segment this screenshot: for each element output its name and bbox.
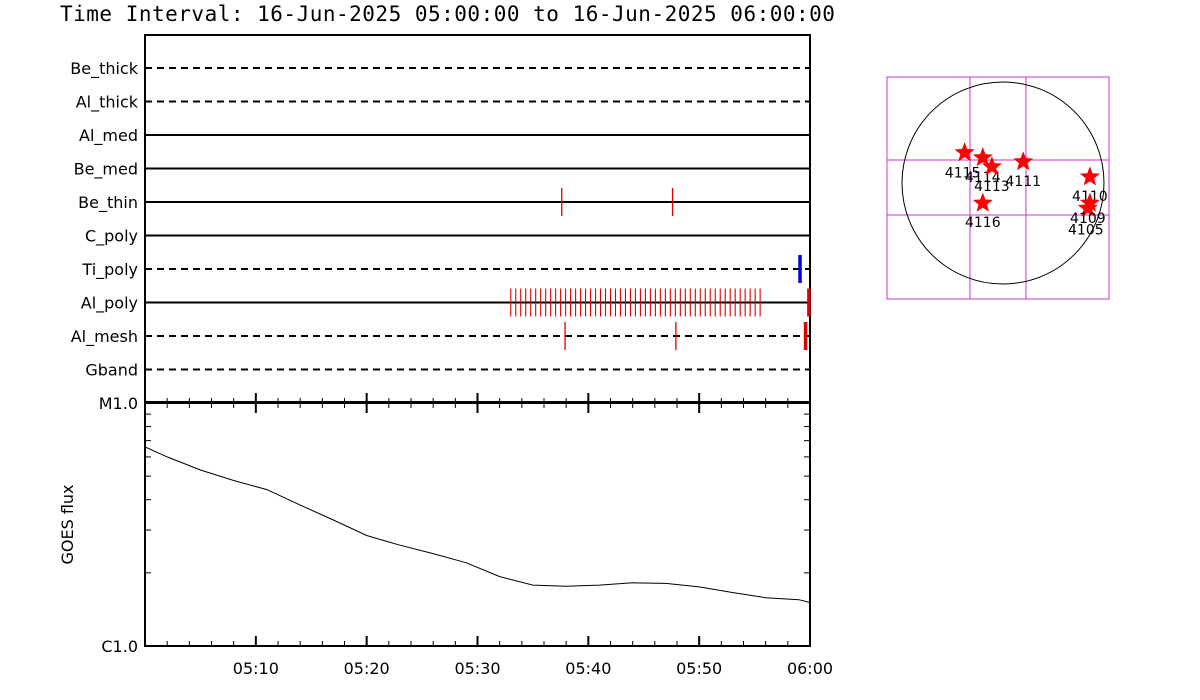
page-title: Time Interval: 16-Jun-2025 05:00:00 to 1…	[60, 2, 836, 26]
y-axis-title: GOES flux	[58, 484, 77, 564]
row-label-gband: Gband	[85, 361, 138, 380]
active-region-label: 4115	[945, 166, 981, 182]
goes-frame	[144, 402, 811, 647]
active-region-label: 4116	[965, 215, 1001, 231]
active-region-star	[1013, 151, 1034, 171]
row-label-al_mesh: Al_mesh	[71, 327, 138, 347]
row-label-be_thick: Be_thick	[70, 59, 138, 79]
active-region-label: 4113	[974, 179, 1010, 195]
active-region-star	[981, 156, 1003, 176]
goes-flux-panel: M1.0 C1.0 GOES flux 05:10 05:20 05:30 05:40 05:…	[58, 393, 833, 678]
row-label-be_thin: Be_thin	[78, 193, 138, 213]
timeline-panel: Be_thick Al_thick Al_med Be_med Be_thin C_pol…	[70, 34, 811, 403]
active-region-label: 4109	[1070, 211, 1106, 227]
solar-disk-map: 41154114411341114110411641054109	[886, 76, 1110, 300]
row-label-al_poly: Al_poly	[81, 294, 138, 314]
active-region-label: 4105	[1068, 222, 1104, 238]
y-tick-label: C1.0	[101, 637, 138, 656]
row-label-al_thick: Al_thick	[76, 93, 139, 113]
active-region-star	[1079, 192, 1101, 212]
active-region-star	[972, 192, 993, 212]
row-label-ti_poly: Ti_poly	[81, 260, 138, 280]
map-frame	[886, 76, 1110, 300]
x-tick-label: 05:40	[565, 659, 611, 678]
x-tick-label: 05:20	[344, 659, 390, 678]
row-label-c_poly: C_poly	[85, 227, 138, 247]
active-region-star	[1079, 166, 1101, 186]
active-region-star	[972, 147, 993, 167]
x-tick-label: 05:30	[454, 659, 500, 678]
row-label-al_med: Al_med	[79, 126, 138, 146]
active-region-label: 4114	[965, 170, 1001, 186]
x-tick-label: 06:00	[787, 659, 833, 678]
solar-limb	[901, 81, 1105, 285]
x-tick-label: 05:10	[233, 659, 279, 678]
row-label-be_med: Be_med	[74, 160, 138, 180]
y-tick-label: M1.0	[99, 394, 138, 413]
active-region-star	[954, 141, 975, 162]
active-region-label: 4111	[1005, 174, 1041, 190]
timeline-frame	[144, 34, 811, 403]
goes-flux-curve	[144, 446, 811, 603]
x-tick-label: 05:50	[676, 659, 722, 678]
